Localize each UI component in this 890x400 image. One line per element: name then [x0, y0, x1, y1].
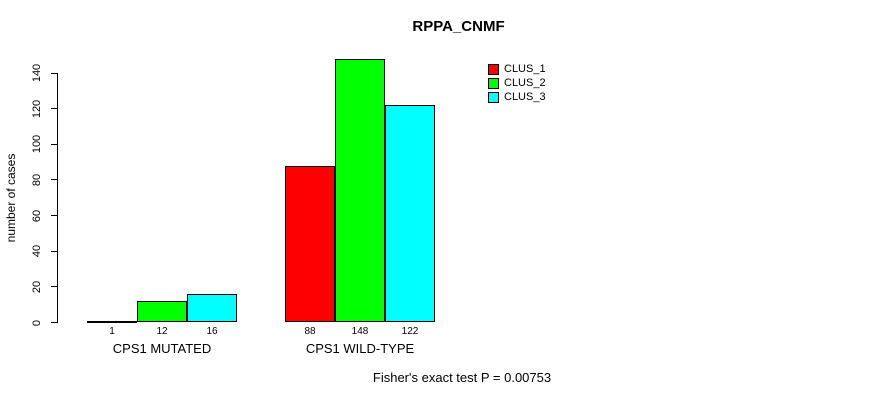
y-tick-label: 40 — [30, 245, 43, 258]
bar-clus_3-mutated — [187, 293, 237, 323]
bar-value-label: 12 — [156, 325, 168, 337]
legend-item-clus_3: CLUS_3 — [488, 90, 546, 103]
legend-label: CLUS_2 — [504, 76, 546, 89]
bar-value-label: 1 — [109, 325, 115, 337]
legend-item-clus_1: CLUS_1 — [488, 63, 546, 76]
y-tick — [51, 72, 57, 74]
legend: CLUS_1 CLUS_2 CLUS_3 — [488, 64, 546, 105]
y-tick-label: 80 — [30, 173, 43, 187]
y-tick-label: 140 — [30, 63, 43, 83]
y-axis-line — [57, 73, 58, 323]
y-tick-label: 120 — [30, 99, 43, 118]
y-tick-label: 20 — [30, 280, 43, 293]
y-tick-label: 0 — [30, 319, 43, 326]
legend-swatch-icon — [488, 77, 499, 89]
bar-value-label: 148 — [351, 325, 369, 337]
legend-swatch-icon — [488, 64, 499, 76]
y-tick-label: 100 — [30, 135, 43, 154]
bar-clus_3-wild-type — [385, 105, 435, 323]
y-axis-label: number of cases — [4, 153, 18, 243]
bar-clus_2-wild-type — [335, 58, 385, 323]
legend-label: CLUS_3 — [504, 90, 546, 103]
y-tick — [51, 322, 57, 323]
bar-value-label: 88 — [304, 325, 316, 337]
y-tick — [51, 286, 57, 288]
legend-item-clus_2: CLUS_2 — [488, 76, 546, 89]
x-category-label: CPS1 MUTATED — [112, 340, 212, 356]
bar-value-label: 122 — [401, 325, 419, 337]
y-tick — [51, 179, 57, 181]
bar-clus_1-wild-type — [285, 165, 335, 323]
legend-swatch-icon — [488, 91, 499, 103]
y-tick — [51, 143, 57, 145]
y-tick-label: 60 — [30, 209, 43, 222]
chart-title: RPPA_CNMF — [412, 18, 505, 35]
bar-value-label: 16 — [206, 325, 218, 337]
x-category-label: CPS1 WILD-TYPE — [305, 340, 415, 356]
y-tick — [51, 215, 57, 217]
bar-clus_1-mutated — [87, 320, 137, 323]
y-tick — [51, 250, 57, 252]
bar-clus_2-mutated — [137, 301, 187, 323]
y-tick — [51, 108, 57, 110]
legend-label: CLUS_1 — [504, 63, 546, 76]
fisher-test-annotation: Fisher's exact test P = 0.00753 — [372, 370, 552, 385]
